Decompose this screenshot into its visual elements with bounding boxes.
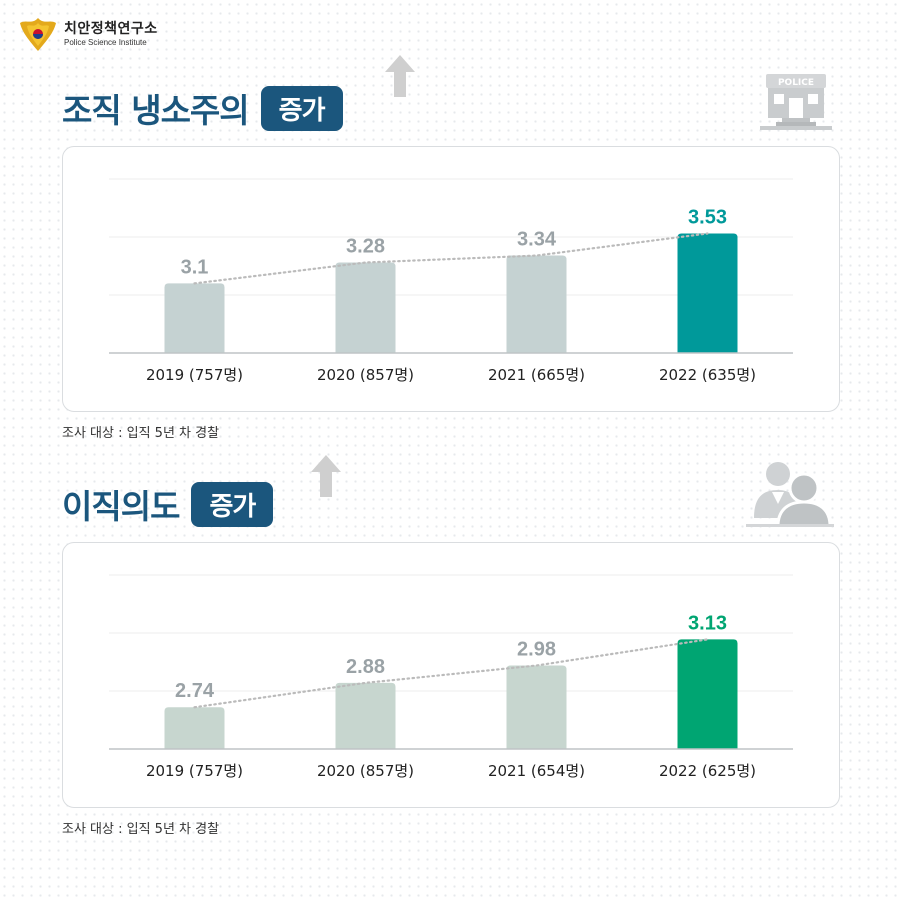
section-2-badge: 증가 bbox=[191, 481, 274, 527]
police-emblem-icon bbox=[20, 18, 56, 51]
x-tick-label: 2022 (625명) bbox=[659, 762, 756, 780]
bar bbox=[335, 682, 396, 749]
bar bbox=[164, 283, 225, 353]
up-arrow-icon bbox=[311, 455, 341, 497]
data-label: 2.88 bbox=[346, 656, 385, 678]
data-label: 2.74 bbox=[175, 680, 215, 702]
bar bbox=[677, 639, 738, 749]
section-1-title: 조직 냉소주의 bbox=[62, 91, 250, 130]
section-1-header: 조직 냉소주의 증가 bbox=[62, 84, 343, 132]
data-label: 2.98 bbox=[517, 638, 556, 660]
bar bbox=[506, 665, 567, 749]
section-2-title: 이직의도 bbox=[62, 487, 180, 526]
section-1-badge: 증가 bbox=[260, 85, 343, 131]
bar bbox=[335, 262, 396, 353]
police-station-icon: POLICE bbox=[760, 74, 832, 130]
x-tick-label: 2021 (654명) bbox=[488, 762, 585, 780]
chart-card-1: 3.1 3.28 3.34 3.53 2019 (757명) 2020 (857명) 202… bbox=[62, 146, 840, 412]
chart-2: 2.74 2.88 2.98 3.13 2019 (757명) 2020 (857명) 20… bbox=[109, 574, 793, 780]
chart-1: 3.1 3.28 3.34 3.53 2019 (757명) 2020 (857명) 202… bbox=[109, 178, 793, 384]
data-label: 3.1 bbox=[181, 256, 209, 278]
bar bbox=[677, 233, 738, 353]
chart-card-2: 2.74 2.88 2.98 3.13 2019 (757명) 2020 (857명) 20… bbox=[62, 542, 840, 808]
bar bbox=[164, 707, 225, 749]
trend-line bbox=[193, 232, 709, 285]
data-label: 3.28 bbox=[346, 236, 385, 258]
data-label: 3.53 bbox=[688, 207, 727, 229]
data-label: 3.34 bbox=[517, 229, 557, 251]
section-2-header: 이직의도 증가 bbox=[62, 480, 274, 528]
logo-name-en: Police Science Institute bbox=[64, 37, 147, 47]
section-1-note: 조사 대상 : 입직 5년 차 경찰 bbox=[62, 426, 220, 441]
x-tick-label: 2020 (857명) bbox=[317, 762, 414, 780]
logo: 치안정책연구소 Police Science Institute bbox=[18, 15, 158, 53]
up-arrow-icon bbox=[385, 55, 415, 97]
bar bbox=[506, 255, 567, 353]
people-icon bbox=[746, 462, 834, 528]
section-2-note: 조사 대상 : 입직 5년 차 경찰 bbox=[62, 822, 220, 837]
trend-line bbox=[193, 638, 709, 709]
x-tick-label: 2019 (757명) bbox=[146, 762, 243, 780]
x-tick-label: 2019 (757명) bbox=[146, 366, 243, 384]
x-tick-label: 2020 (857명) bbox=[317, 366, 414, 384]
logo-name-ko: 치안정책연구소 bbox=[64, 20, 158, 37]
x-tick-label: 2021 (665명) bbox=[488, 366, 585, 384]
police-sign-text: POLICE bbox=[778, 78, 814, 88]
data-label: 3.13 bbox=[688, 612, 727, 634]
x-tick-label: 2022 (635명) bbox=[659, 366, 756, 384]
